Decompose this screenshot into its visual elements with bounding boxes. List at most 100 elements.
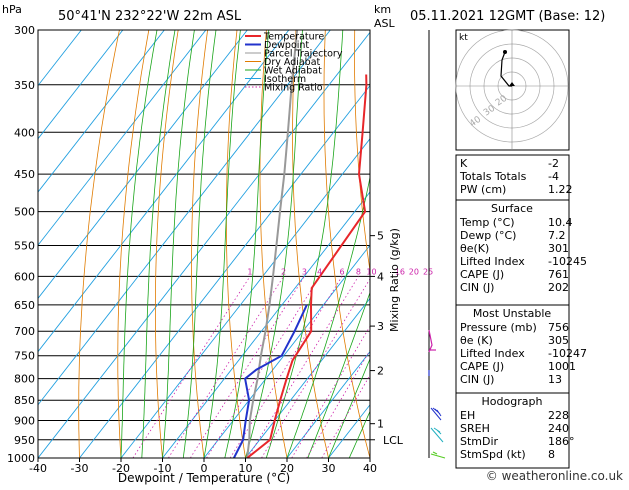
location-title: 50°41'N 232°22'W 22m ASL	[58, 9, 242, 24]
wet-adiabat	[308, 30, 443, 458]
index-row-label: Totals Totals	[459, 170, 527, 183]
index-row-label: K	[460, 157, 468, 170]
isotherm--70	[0, 30, 247, 458]
datetime-title: 05.11.2021 12GMT (Base: 12)	[410, 9, 605, 24]
km-tick-2: 2	[377, 365, 384, 378]
km-tick-5: 5	[377, 230, 384, 243]
surface-row-value: 10.4	[548, 216, 573, 229]
km-tick-3: 3	[377, 320, 384, 333]
dry-adiabat	[155, 30, 178, 458]
mixing-ratio-label: 1	[247, 267, 252, 276]
legend-item: Mixing Ratio	[264, 83, 323, 94]
hodograph-row-label: EH	[460, 409, 475, 422]
x-tick-40: 40	[363, 462, 377, 475]
isotherm--40	[38, 30, 372, 458]
mixing-ratio-line	[248, 276, 359, 458]
surface-row-label: Lifted Index	[460, 255, 525, 268]
most-unstable-row-value: 13	[548, 373, 562, 386]
pressure-tick-600: 600	[14, 270, 35, 283]
hodograph-point	[503, 50, 507, 54]
most-unstable-row-label: Pressure (mb)	[460, 321, 537, 334]
mixing-ratio-line	[190, 276, 304, 458]
index-row-value: -4	[548, 170, 559, 183]
index-row-value: 1.22	[548, 183, 573, 196]
dry-adiabat	[619, 30, 629, 458]
surface-row-value: -10245	[548, 255, 587, 268]
pressure-tick-550: 550	[14, 239, 35, 252]
hodograph-row-value: 228	[548, 409, 569, 422]
dry-adiabat	[79, 30, 120, 458]
x-axis-label: Dewpoint / Temperature (°C)	[118, 471, 290, 485]
wet-adiabat	[121, 30, 157, 458]
mixing-ratio-label: 10	[366, 267, 376, 276]
surface-row-value: 7.2	[548, 229, 566, 242]
pressure-tick-300: 300	[14, 24, 35, 37]
mixing-ratio-label: 4	[317, 267, 322, 276]
hodograph-unit-label: kt	[459, 33, 468, 43]
most-unstable-row-value: 1001	[548, 360, 576, 373]
most-unstable-title: Most Unstable	[473, 307, 552, 320]
surface-row-label: Dewp (°C)	[460, 229, 516, 242]
pressure-tick-700: 700	[14, 325, 35, 338]
surface-row-value: 301	[548, 242, 569, 255]
pressure-axis: 3003504004505005506006507007508008509009…	[7, 24, 35, 465]
isotherm--20	[121, 30, 455, 458]
most-unstable-row-label: CAPE (J)	[460, 360, 504, 373]
pressure-tick-850: 850	[14, 394, 35, 407]
most-unstable-row-value: -10247	[548, 347, 587, 360]
mixing-ratio-line	[322, 276, 428, 458]
wind-barbs	[429, 330, 445, 458]
surface-row-label: θe(K)	[460, 242, 489, 255]
km-label: km	[374, 3, 391, 16]
mixing-ratio-label: 25	[423, 267, 433, 276]
most-unstable-row-label: CIN (J)	[460, 373, 494, 386]
pressure-tick-950: 950	[14, 434, 35, 447]
x-tick--30: -30	[71, 462, 89, 475]
mixing-ratio-label: 6	[339, 267, 344, 276]
mixing-ratio-label: 20	[409, 267, 419, 276]
hodograph-row-label: SREH	[460, 422, 490, 435]
surface-title: Surface	[491, 202, 533, 215]
isotherm--110	[0, 30, 81, 458]
dry-adiabat	[561, 30, 629, 458]
mixing-ratio-line	[207, 276, 320, 458]
wet-adiabat	[142, 30, 175, 458]
km-tick-4: 4	[377, 270, 384, 283]
hodograph-row-value: 8	[548, 448, 555, 461]
wet-adiabat	[183, 30, 216, 458]
hodograph-table-title: Hodograph	[482, 395, 543, 408]
most-unstable-row-label: Lifted Index	[460, 347, 525, 360]
mixing-ratio-label: 8	[356, 267, 361, 276]
wet-adiabat	[163, 30, 195, 458]
isotherm--10	[163, 30, 497, 458]
surface-row-value: 202	[548, 281, 569, 294]
x-tick--40: -40	[29, 462, 47, 475]
most-unstable-row-label: θe (K)	[460, 334, 493, 347]
mixing-ratio-axis-label: Mixing Ratio (g/kg)	[388, 228, 401, 332]
x-tick-30: 30	[322, 462, 336, 475]
hodograph-row-label: StmSpd (kt)	[460, 448, 526, 461]
most-unstable-row-value: 305	[548, 334, 569, 347]
mixing-ratio-label: 2	[281, 267, 286, 276]
wet-adiabat	[204, 30, 240, 458]
hodograph-row-value: 240	[548, 422, 569, 435]
km-tick-1: 1	[377, 418, 384, 431]
pressure-tick-450: 450	[14, 168, 35, 181]
index-row-label: PW (cm)	[460, 183, 506, 196]
surface-row-label: CIN (J)	[460, 281, 494, 294]
pressure-tick-400: 400	[14, 126, 35, 139]
hodograph-row-value: 186°	[548, 435, 575, 448]
mixing-ratio-label: 3	[302, 267, 307, 276]
mixing-ratio-line	[230, 276, 342, 458]
asl-label: ASL	[374, 17, 396, 30]
dry-adiabat	[590, 30, 629, 458]
pressure-tick-900: 900	[14, 415, 35, 428]
surface-row-label: Temp (°C)	[459, 216, 515, 229]
isotherm-20	[287, 30, 621, 458]
pressure-tick-750: 750	[14, 350, 35, 363]
pressure-tick-500: 500	[14, 206, 35, 219]
